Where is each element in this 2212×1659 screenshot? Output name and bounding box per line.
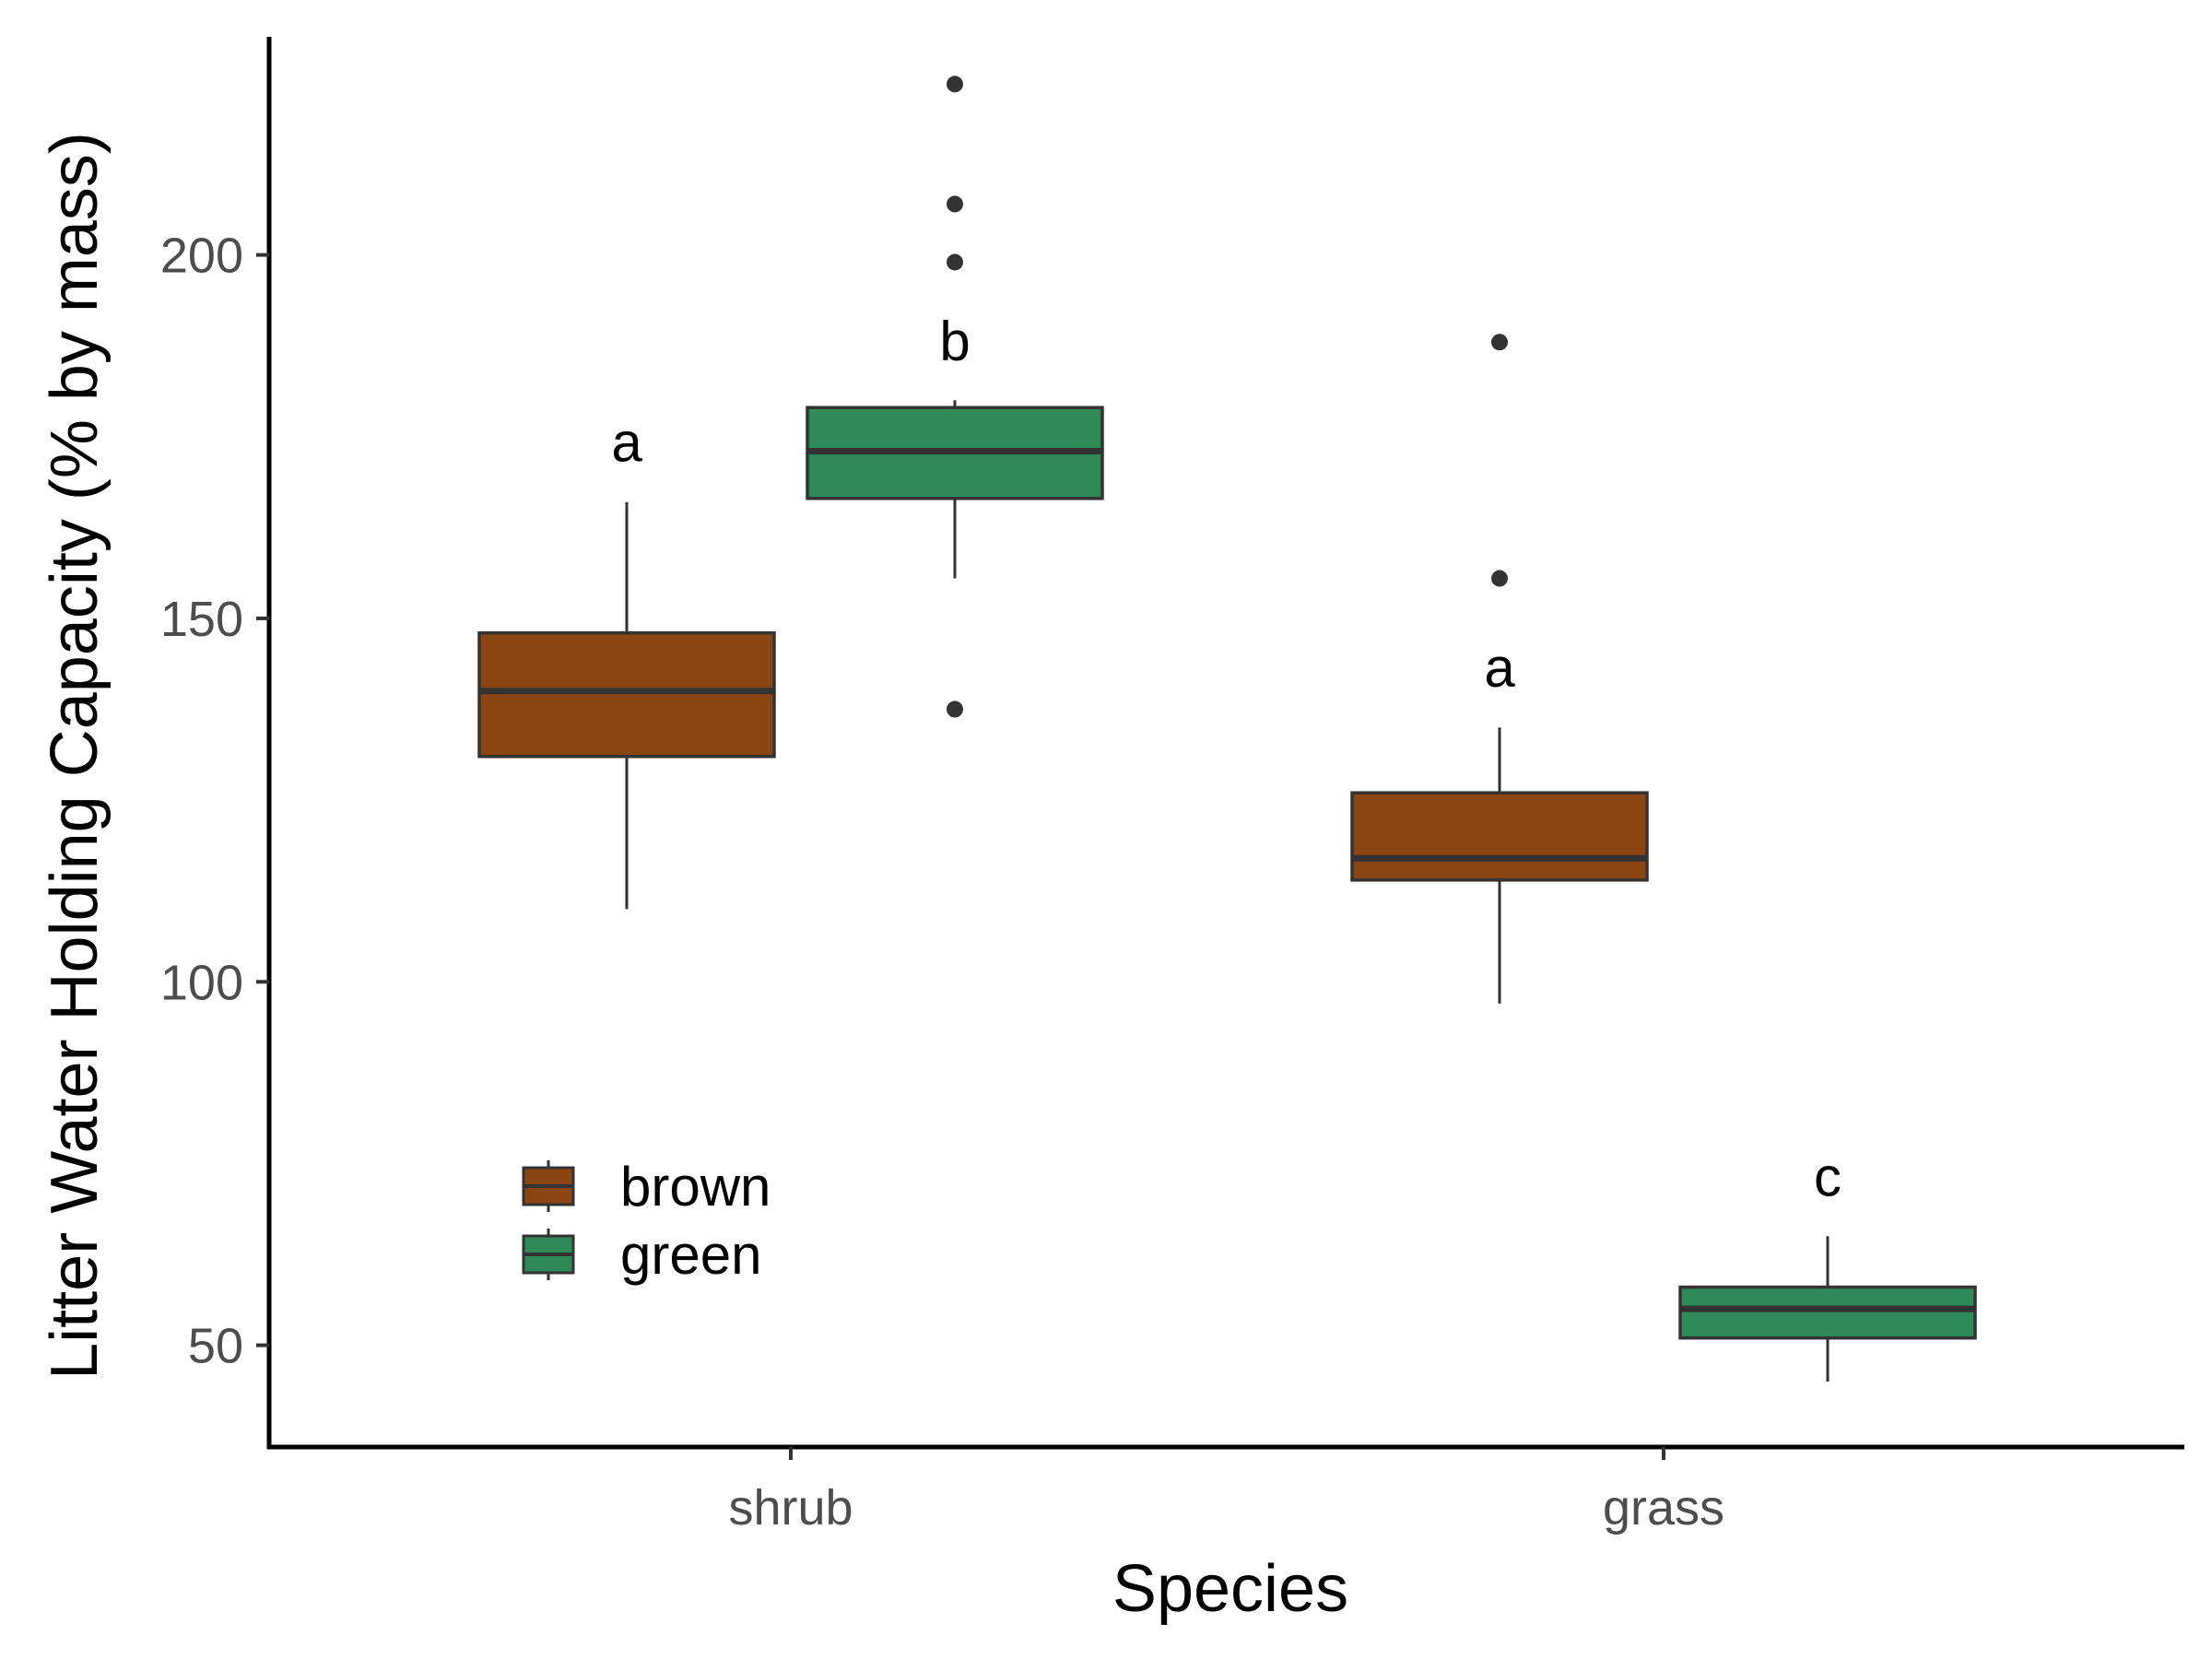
outlier-point [947,700,963,718]
box-iqr [477,630,776,759]
y-tick-label: 150 [160,592,243,647]
legend-item-brown: brown [522,1156,771,1218]
y-axis-title: Litter Water Holding Capacity (% by mass… [38,132,112,1380]
outlier-point [947,195,963,213]
legend-label: green [620,1224,761,1286]
outlier-point [947,76,963,93]
legend-label: brown [620,1156,771,1218]
box-iqr [1350,791,1649,882]
x-tick-label: shrub [728,1480,853,1535]
x-tick-label: grass [1603,1480,1724,1535]
axes: 50 100 150 200 shrub grass [160,37,2184,1535]
y-tick-label: 200 [160,229,243,284]
box-iqr [1678,1285,1977,1340]
y-tick-label: 100 [160,955,243,1010]
outliers-layer [947,76,1508,718]
outlier-point [947,253,963,271]
box-brown-shrub [477,501,776,910]
box-green-grass [1678,1236,1977,1382]
boxes-layer [477,400,1977,1382]
box-green-shrub [806,400,1104,579]
significance-labels: a a b c [611,310,1841,1207]
outlier-point [1491,334,1508,351]
significance-label: a [611,412,642,474]
y-tick-label: 50 [188,1319,243,1374]
box-brown-grass [1350,727,1649,1004]
outlier-point [1491,570,1508,587]
legend-item-green: green [522,1224,761,1286]
x-axis-title: Species [1112,1552,1348,1626]
significance-label: b [939,310,970,371]
significance-label: c [1814,1146,1841,1207]
significance-label: a [1484,637,1515,699]
